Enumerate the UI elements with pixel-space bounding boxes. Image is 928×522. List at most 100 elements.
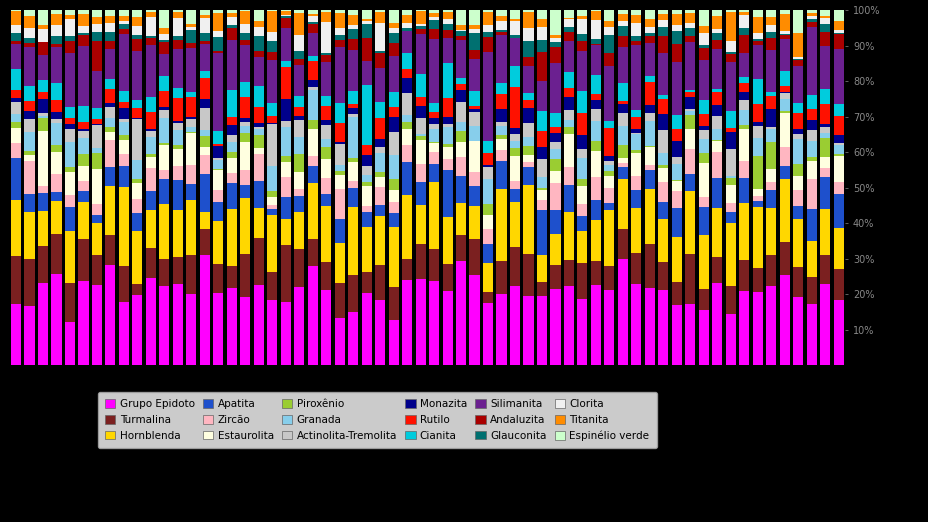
Bar (51, 83, 61, 100)
Bar (644, 27, 654, 33)
Bar (483, 229, 493, 244)
Bar (576, 149, 586, 158)
Bar (766, 109, 776, 127)
Bar (658, 169, 667, 182)
Bar (51, 234, 61, 274)
Bar (24, 212, 34, 259)
Bar (671, 208, 681, 237)
Bar (658, 219, 667, 263)
Bar (240, 11, 250, 24)
Bar (240, 40, 250, 45)
Bar (739, 13, 749, 15)
Bar (752, 33, 762, 39)
Bar (536, 28, 547, 40)
Bar (213, 51, 223, 53)
Bar (51, 25, 61, 36)
Bar (617, 37, 627, 48)
Bar (563, 260, 574, 286)
Bar (361, 85, 371, 145)
Bar (294, 248, 304, 287)
Bar (375, 10, 385, 11)
Bar (402, 92, 412, 115)
Bar (563, 27, 574, 32)
Bar (576, 41, 586, 51)
Bar (159, 179, 169, 204)
Bar (187, 116, 196, 118)
Bar (226, 141, 237, 152)
Bar (456, 30, 466, 31)
Bar (766, 92, 776, 96)
Bar (712, 116, 722, 129)
Bar (267, 32, 277, 41)
Bar (240, 133, 250, 142)
Bar (429, 144, 439, 151)
Bar (658, 20, 667, 27)
Bar (78, 10, 88, 14)
Bar (698, 289, 708, 311)
Bar (644, 36, 654, 43)
Bar (522, 93, 533, 100)
Bar (187, 184, 196, 199)
Bar (522, 137, 533, 147)
Bar (38, 131, 48, 186)
Bar (159, 259, 169, 286)
Bar (549, 183, 560, 210)
Bar (536, 111, 547, 131)
Bar (213, 202, 223, 221)
Bar (334, 35, 344, 40)
Bar (590, 220, 600, 261)
Bar (671, 282, 681, 305)
Bar (240, 82, 250, 97)
Bar (388, 43, 398, 56)
Bar (712, 89, 722, 92)
Bar (806, 27, 816, 94)
Bar (159, 10, 169, 28)
Bar (200, 255, 210, 365)
Bar (132, 10, 142, 17)
Bar (483, 52, 493, 141)
Bar (146, 168, 156, 191)
Bar (442, 24, 452, 30)
Bar (483, 153, 493, 165)
Bar (563, 10, 574, 18)
Bar (294, 287, 304, 365)
Bar (280, 176, 290, 197)
Bar (698, 60, 708, 100)
Bar (819, 89, 830, 103)
Bar (187, 165, 196, 184)
Bar (280, 197, 290, 219)
Bar (213, 14, 223, 31)
Bar (375, 53, 385, 67)
Bar (739, 92, 749, 100)
Bar (65, 172, 75, 195)
Bar (712, 10, 722, 16)
Bar (280, 121, 290, 127)
Bar (321, 106, 331, 120)
Bar (105, 41, 115, 49)
Bar (522, 41, 533, 57)
Bar (388, 33, 398, 43)
Bar (92, 204, 102, 216)
Bar (563, 72, 574, 88)
Bar (429, 280, 439, 365)
Bar (685, 111, 695, 115)
Bar (617, 145, 627, 158)
Bar (105, 78, 115, 89)
Bar (832, 49, 843, 103)
Bar (509, 19, 520, 21)
Bar (793, 139, 803, 164)
Bar (226, 209, 237, 266)
Bar (739, 129, 749, 161)
Bar (617, 26, 627, 37)
Bar (294, 172, 304, 189)
Bar (348, 162, 358, 181)
Bar (442, 170, 452, 217)
Bar (132, 231, 142, 284)
Bar (522, 123, 533, 137)
Bar (375, 67, 385, 102)
Bar (24, 43, 34, 47)
Bar (321, 12, 331, 22)
Bar (819, 157, 830, 168)
Bar (11, 44, 21, 69)
Bar (24, 86, 34, 101)
